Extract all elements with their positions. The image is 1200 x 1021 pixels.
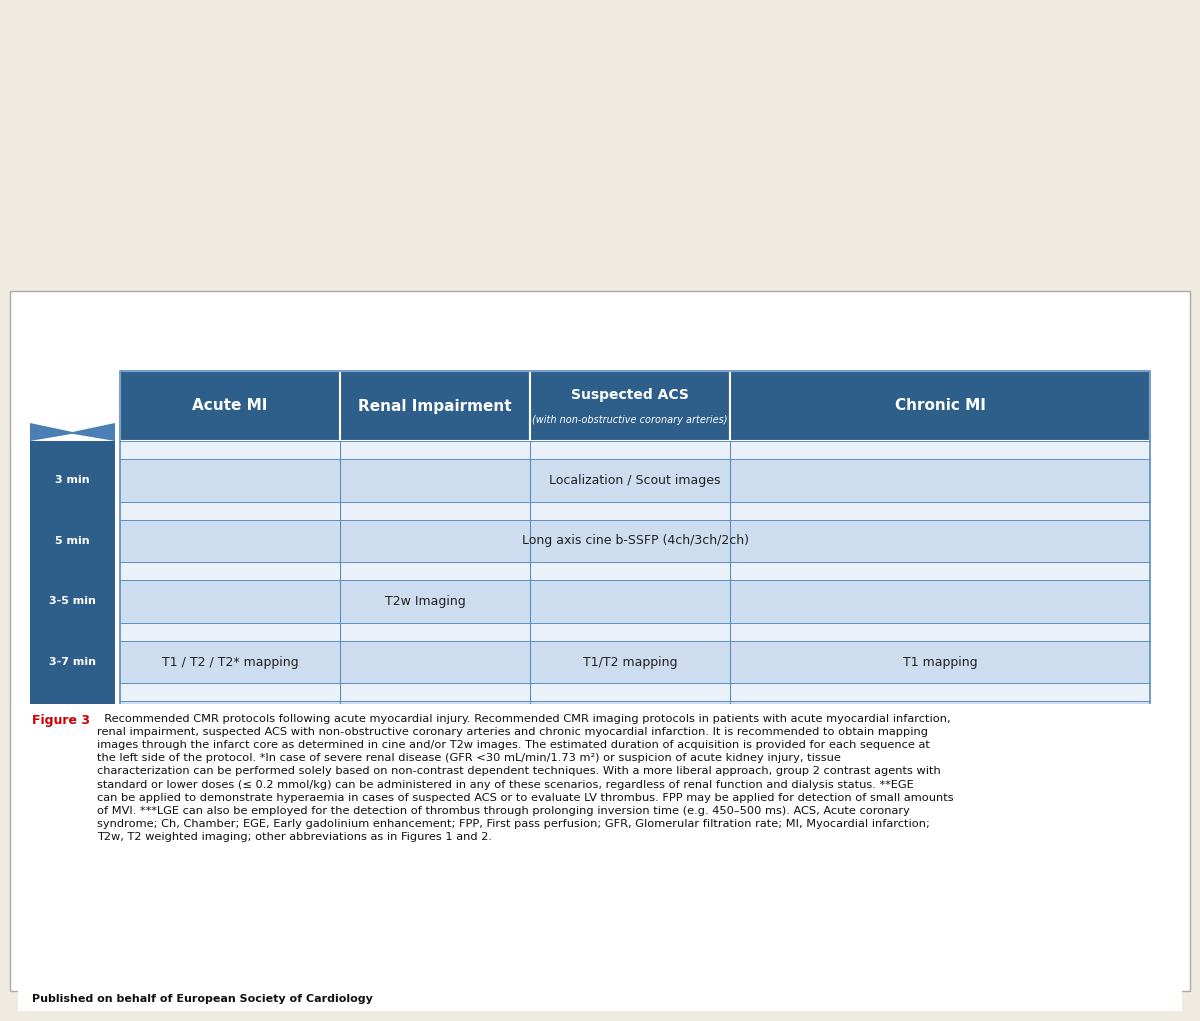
Text: Suspected ACS: Suspected ACS xyxy=(571,389,689,402)
Text: Post contrast T1 mapping: Post contrast T1 mapping xyxy=(860,959,1020,971)
Text: 5 min: 5 min xyxy=(55,536,90,546)
Bar xyxy=(120,743,1150,762)
Text: T1 / T2 / T2* mapping: T1 / T2 / T2* mapping xyxy=(162,655,299,669)
Bar xyxy=(530,371,730,441)
Text: Chronic MI: Chronic MI xyxy=(894,398,985,414)
Bar xyxy=(120,883,1150,925)
Bar xyxy=(730,371,1150,441)
Text: 0-2 min: 0-2 min xyxy=(49,960,96,970)
Text: Renal Impairment: Renal Impairment xyxy=(358,398,512,414)
Bar xyxy=(120,823,1150,865)
Bar xyxy=(120,762,1150,805)
Text: 10 min: 10 min xyxy=(52,838,94,848)
Bar xyxy=(120,441,1150,459)
Bar xyxy=(120,371,340,441)
Text: 3 min: 3 min xyxy=(55,476,90,485)
Bar xyxy=(120,641,1150,683)
Polygon shape xyxy=(30,423,115,441)
Bar xyxy=(120,805,1150,823)
Bar xyxy=(120,563,1150,580)
Text: Long axis cine b-SSFP (4ch/3ch/2ch): Long axis cine b-SSFP (4ch/3ch/2ch) xyxy=(522,534,749,547)
Text: Published on behalf of European Society of Cardiology: Published on behalf of European Society … xyxy=(32,993,373,1004)
Bar xyxy=(120,623,1150,641)
Text: 0-3 min: 0-3 min xyxy=(49,778,96,788)
Bar xyxy=(340,371,530,441)
Text: (with non-obstructive coronary arteries): (with non-obstructive coronary arteries) xyxy=(533,415,727,425)
Text: EGE / FPP**: EGE / FPP** xyxy=(599,777,671,789)
Bar xyxy=(10,291,1190,991)
Bar xyxy=(120,459,1150,501)
Text: 3-5 min: 3-5 min xyxy=(49,596,96,606)
Text: Post contrast T1 mapping: Post contrast T1 mapping xyxy=(150,959,310,971)
Bar xyxy=(120,683,1150,701)
Text: 3-7 min: 3-7 min xyxy=(49,658,96,667)
Bar xyxy=(120,371,1150,986)
Text: LGE***: LGE*** xyxy=(613,897,656,911)
Text: T1/T2 mapping: T1/T2 mapping xyxy=(583,655,677,669)
Bar xyxy=(120,580,1150,623)
Polygon shape xyxy=(30,441,115,978)
Text: T2w Imaging: T2w Imaging xyxy=(385,595,466,607)
Text: Localization / Scout images: Localization / Scout images xyxy=(550,474,721,487)
Text: 10 min: 10 min xyxy=(52,900,94,910)
Bar xyxy=(120,943,1150,986)
Text: Contrast administration*: Contrast administration* xyxy=(558,716,713,729)
Text: Figure 3: Figure 3 xyxy=(32,714,90,727)
Text: Acute MI: Acute MI xyxy=(192,398,268,414)
Bar xyxy=(120,865,1150,883)
Bar xyxy=(120,925,1150,943)
Text: T1 mapping: T1 mapping xyxy=(902,655,977,669)
Bar xyxy=(120,501,1150,520)
Text: Figure 3: Figure 3 xyxy=(18,996,76,1010)
Text: Recommended CMR protocols following acute myocardial injury. Recommended CMR ima: Recommended CMR protocols following acut… xyxy=(97,714,954,842)
Text: Short axis cine b-SSFP: Short axis cine b-SSFP xyxy=(565,837,704,850)
Bar xyxy=(120,701,1150,743)
Bar xyxy=(120,520,1150,563)
